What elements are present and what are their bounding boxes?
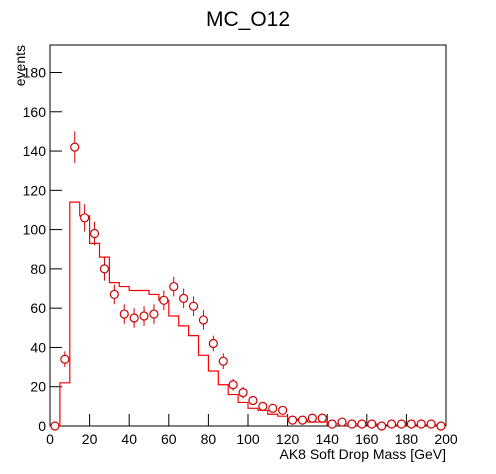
data-point (119, 309, 129, 319)
data-point (149, 309, 159, 319)
y-tick-label: 60 (30, 300, 46, 316)
y-tick-label: 160 (23, 104, 47, 120)
data-point (367, 419, 377, 429)
data-point (386, 419, 397, 429)
x-tick-label: 180 (395, 431, 419, 447)
y-tick-label: 80 (30, 261, 46, 277)
x-tick-label: 120 (276, 431, 300, 447)
data-point (307, 413, 317, 423)
data-point (268, 403, 278, 413)
data-point (377, 421, 387, 431)
x-tick-label: 40 (121, 431, 137, 447)
data-point (347, 419, 357, 429)
data-point (80, 213, 90, 223)
x-tick-label: 80 (201, 431, 217, 447)
data-point (208, 338, 218, 349)
data-point (297, 415, 308, 425)
data-point (159, 295, 169, 305)
data-point (317, 413, 327, 423)
data-point (406, 419, 416, 429)
data-point (327, 419, 337, 429)
data-point (357, 419, 367, 429)
data-point (287, 415, 298, 425)
data-point (198, 315, 209, 325)
x-tick-label: 200 (434, 431, 458, 447)
data-point (188, 301, 199, 311)
data-point (50, 421, 60, 431)
data-point (238, 388, 248, 398)
y-tick-label: 20 (30, 379, 46, 395)
y-tick-label: 100 (23, 222, 47, 238)
y-tick-label: 0 (38, 418, 46, 434)
data-point (129, 313, 139, 323)
data-point (109, 289, 119, 300)
data-point (416, 419, 426, 429)
data-point (337, 417, 347, 427)
y-tick-label: 40 (30, 339, 46, 355)
data-point (426, 419, 436, 429)
x-tick-label: 20 (82, 431, 98, 447)
data-point (436, 421, 446, 431)
data-point (248, 395, 258, 406)
y-axis-label: events (12, 45, 28, 86)
data-point (278, 405, 288, 415)
data-point (99, 264, 110, 274)
x-tick-label: 140 (316, 431, 340, 447)
data-point (60, 354, 70, 364)
y-tick-label: 140 (23, 143, 47, 159)
data-point (228, 380, 238, 390)
chart-title: MC_O12 (206, 8, 290, 31)
data-point (396, 419, 407, 429)
data-point (169, 281, 179, 292)
data-point (179, 293, 189, 303)
y-tick-label: 180 (23, 64, 47, 80)
x-tick-label: 100 (236, 431, 260, 447)
data-point (89, 228, 100, 239)
data-point (218, 356, 228, 366)
x-tick-label: 0 (46, 431, 54, 447)
x-tick-label: 160 (355, 431, 379, 447)
x-tick-label: 60 (161, 431, 177, 447)
data-point (139, 311, 149, 321)
x-axis-label: AK8 Soft Drop Mass [GeV] (279, 446, 446, 462)
data-point (70, 142, 80, 152)
data-point (258, 401, 268, 411)
y-tick-label: 120 (23, 182, 47, 198)
